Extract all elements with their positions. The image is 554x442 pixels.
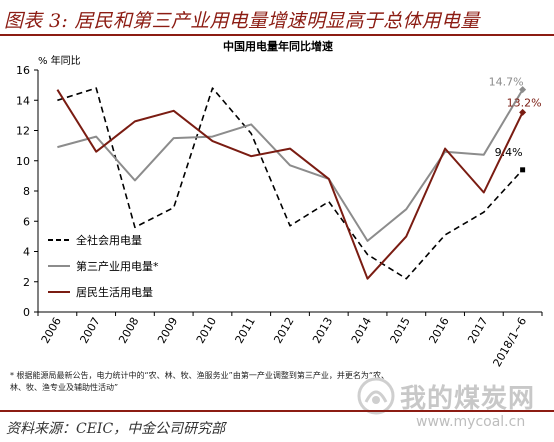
x-tick-label: 2013	[310, 315, 335, 346]
x-tick-label: 2018/1~6	[490, 315, 529, 369]
source-row: 资料来源：CEIC，中金公司研究部	[0, 410, 554, 442]
x-tick-label: 2014	[349, 315, 374, 346]
series	[56, 86, 527, 280]
watermark: 我的煤炭网 www.mycoal.cn	[356, 376, 552, 440]
y-axis-label: % 年同比	[38, 54, 81, 67]
labels: 中国用电量年同比增速 % 年同比 9.4% 14.7% 13.2%	[38, 39, 542, 159]
watermark-logo-icon	[357, 377, 395, 415]
legend-label-0: 全社会用电量	[76, 233, 142, 247]
y-tick-label: 14	[16, 94, 30, 107]
x-tick-label: 2011	[233, 315, 258, 346]
chart-title: 中国用电量年同比增速	[223, 39, 333, 53]
watermark-url: www.mycoal.cn	[416, 414, 526, 430]
x-tick-label: 2007	[77, 315, 102, 346]
x-tick-label: 2012	[271, 315, 296, 346]
watermark-text: 我的煤炭网	[400, 384, 536, 414]
y-tick-label: 0	[23, 306, 30, 319]
series-line-0	[57, 87, 524, 280]
source-text: 资料来源：CEIC，中金公司研究部	[6, 421, 226, 437]
legend-label-1: 第三产业用电量*	[76, 259, 159, 273]
x-tick-label: 2010	[194, 315, 219, 346]
footnote: * 根据能源局最新公告，电力统计中的“农、林、牧、渔服务业”由第一产业调整到第三…	[10, 370, 530, 394]
line-chart: 0 2 4 6 8 10 12 14 16 2006 2007 2008 2009 2010 2011 201…	[16, 39, 543, 369]
y-tick-label: 12	[16, 125, 30, 138]
y-tick-label: 10	[16, 155, 30, 168]
x-tick-label: 2008	[116, 315, 141, 346]
x-tick-label: 2017	[465, 315, 490, 346]
data-label-2: 13.2%	[507, 96, 542, 109]
y-tick-label: 6	[23, 215, 30, 228]
x-tick-label: 2006	[39, 315, 64, 346]
data-label-0: 9.4%	[495, 146, 523, 159]
series-end-marker-1	[519, 86, 527, 94]
footnote-line-2: 林、牧、渔专业及辅助性活动”	[10, 383, 119, 392]
series-end-marker-0	[520, 167, 526, 173]
y-tick-label: 2	[23, 276, 30, 289]
x-tick-label: 2015	[388, 315, 413, 346]
x-tick-label: 2009	[155, 315, 180, 346]
series-end-marker-2	[519, 108, 527, 116]
data-label-1: 14.7%	[489, 76, 524, 89]
footnote-line-1: * 根据能源局最新公告，电力统计中的“农、林、牧、渔服务业”由第一产业调整到第三…	[10, 371, 389, 380]
y-tick-label: 16	[16, 64, 30, 77]
figure-header: 图表 3: 居民和第三产业用电量增速明显高于总体用电量	[0, 0, 554, 36]
y-tick-label: 8	[23, 185, 30, 198]
legend-label-2: 居民生活用电量	[76, 285, 153, 299]
axes: 0 2 4 6 8 10 12 14 16 2006 2007 2008 2009 2010 2011 201…	[16, 64, 543, 369]
series-line-1	[57, 89, 524, 242]
x-tick-label: 2016	[426, 315, 451, 346]
series-line-2	[56, 89, 524, 280]
y-tick-label: 4	[23, 246, 30, 259]
figure-title: 图表 3: 居民和第三产业用电量增速明显高于总体用电量	[4, 10, 480, 32]
